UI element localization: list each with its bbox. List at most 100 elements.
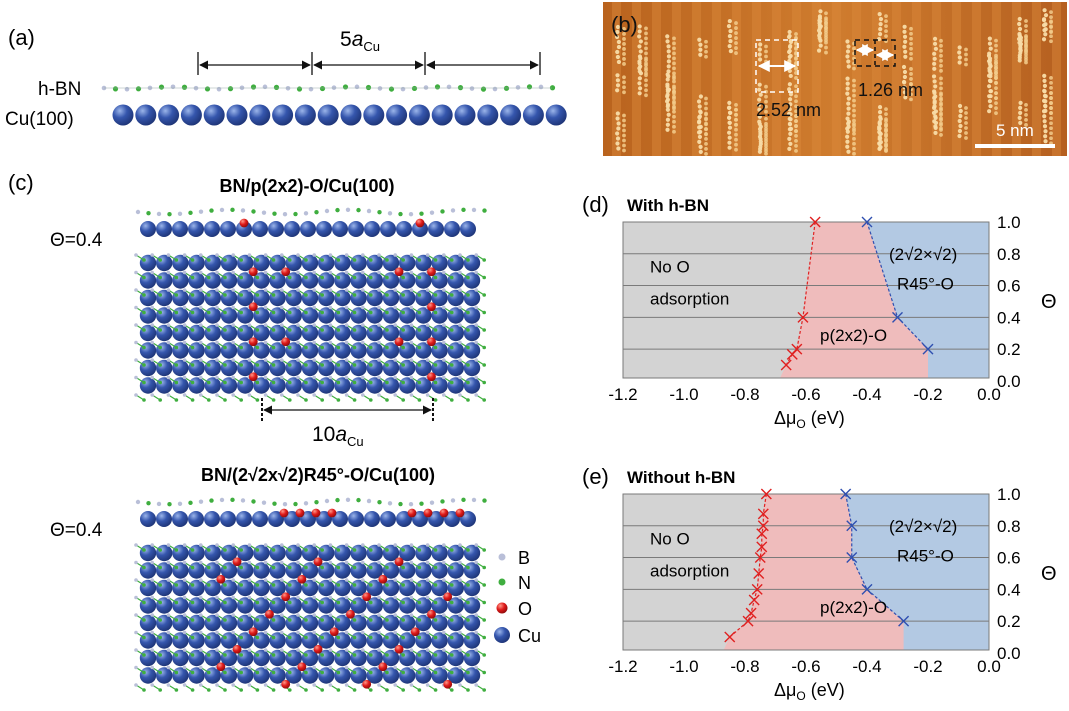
stm-bright-spot [727, 100, 732, 105]
b-atom [442, 665, 446, 670]
b-atom [134, 305, 138, 310]
cu-atom [269, 649, 286, 667]
n-atom [401, 328, 406, 332]
n-atom [411, 85, 418, 92]
stm-bright-spot [994, 43, 998, 48]
legend-label-b: B [518, 548, 530, 568]
n-atom [526, 84, 533, 90]
stm-bright-spot [877, 146, 882, 152]
stm-bright-spot [884, 19, 888, 24]
n-atom [401, 363, 406, 367]
stm-bright-spot [957, 50, 962, 55]
n-atom [190, 345, 195, 350]
n-atom [352, 363, 357, 367]
cu-atom [399, 307, 416, 324]
b-atom [134, 288, 138, 292]
n-atom [440, 209, 445, 214]
n-atom [433, 293, 438, 297]
n-atom [352, 293, 357, 297]
b-atom [177, 501, 183, 506]
cu-atom [156, 597, 173, 614]
n-atom [433, 363, 438, 367]
stm-bright-spot [1049, 39, 1053, 44]
n-atom [450, 363, 454, 367]
n-atom [230, 207, 235, 213]
period-arrow-c [261, 398, 434, 422]
b-atom [377, 375, 381, 380]
stm-bright-spot [964, 136, 968, 140]
stm-stripe [732, 2, 741, 156]
stm-bright-spot [909, 56, 913, 61]
b-atom [344, 253, 349, 257]
n-atom [401, 565, 406, 570]
n-atom [369, 398, 373, 402]
n-atom [320, 583, 325, 587]
b-atom [296, 270, 300, 275]
b-atom [215, 305, 219, 310]
stm-bright-spot [734, 122, 738, 127]
stm-bright-spot [622, 118, 626, 123]
stm-bright-spot [637, 91, 642, 96]
b-atom [135, 209, 141, 215]
cu-atom [350, 649, 367, 667]
stm-bright-spot [939, 121, 943, 126]
n-atom [482, 293, 487, 297]
b-atom [393, 393, 398, 397]
spacing-marker-1 [755, 39, 799, 93]
n-atom [466, 548, 470, 552]
x-tick-label: 0.0 [977, 657, 1001, 676]
n-atom [482, 583, 487, 587]
b-atom [361, 560, 365, 565]
n-atom [250, 84, 257, 90]
n-atom [417, 258, 422, 262]
n-atom [320, 345, 325, 350]
b-atom [344, 683, 349, 687]
b-atom [312, 630, 317, 635]
stm-bright-spot [964, 126, 968, 130]
stm-bright-spot [987, 99, 993, 104]
b-atom [361, 613, 365, 617]
n-atom [239, 565, 243, 570]
n-atom [401, 310, 406, 315]
y-tick-label: 0.6 [997, 549, 1021, 568]
b-atom [150, 648, 154, 652]
n-atom [450, 548, 454, 552]
n-atom [239, 670, 243, 675]
n-atom [369, 258, 373, 262]
cu-atom [396, 511, 412, 527]
stm-bright-spot [1041, 37, 1047, 42]
b-atom [361, 630, 365, 635]
coverage-label-1: Θ=0.4 [50, 230, 103, 251]
stm-bright-spot [884, 107, 888, 112]
stm-bright-spot [672, 74, 676, 79]
b-atom [199, 393, 203, 397]
stm-bright-spot [1049, 136, 1053, 141]
stm-bright-spot [902, 29, 907, 34]
stm-bright-spot [824, 30, 828, 35]
stm-bright-spot [794, 148, 798, 153]
n-atom [158, 84, 165, 90]
legend-swatch-cu [494, 627, 510, 643]
n-atom [304, 275, 308, 280]
stm-bright-spot [726, 105, 732, 110]
red-series-point [754, 552, 766, 564]
b-atom [361, 375, 365, 380]
n-atom [167, 211, 172, 217]
cu-atom [399, 579, 416, 597]
stm-bright-spot [794, 36, 798, 40]
n-atom [369, 618, 373, 622]
n-atom [271, 328, 276, 332]
cu-atom [545, 104, 567, 126]
n-atom [417, 670, 422, 675]
n-atom [466, 670, 470, 675]
n-atom [158, 635, 162, 640]
b-atom [474, 630, 479, 635]
b-atom [166, 648, 171, 652]
stm-bright-spot [787, 68, 792, 74]
b-atom [344, 305, 349, 310]
cu-atom [204, 632, 221, 649]
b-atom [199, 375, 203, 380]
cu-atom [399, 597, 416, 614]
n-atom [482, 548, 487, 552]
n-atom [158, 583, 162, 587]
